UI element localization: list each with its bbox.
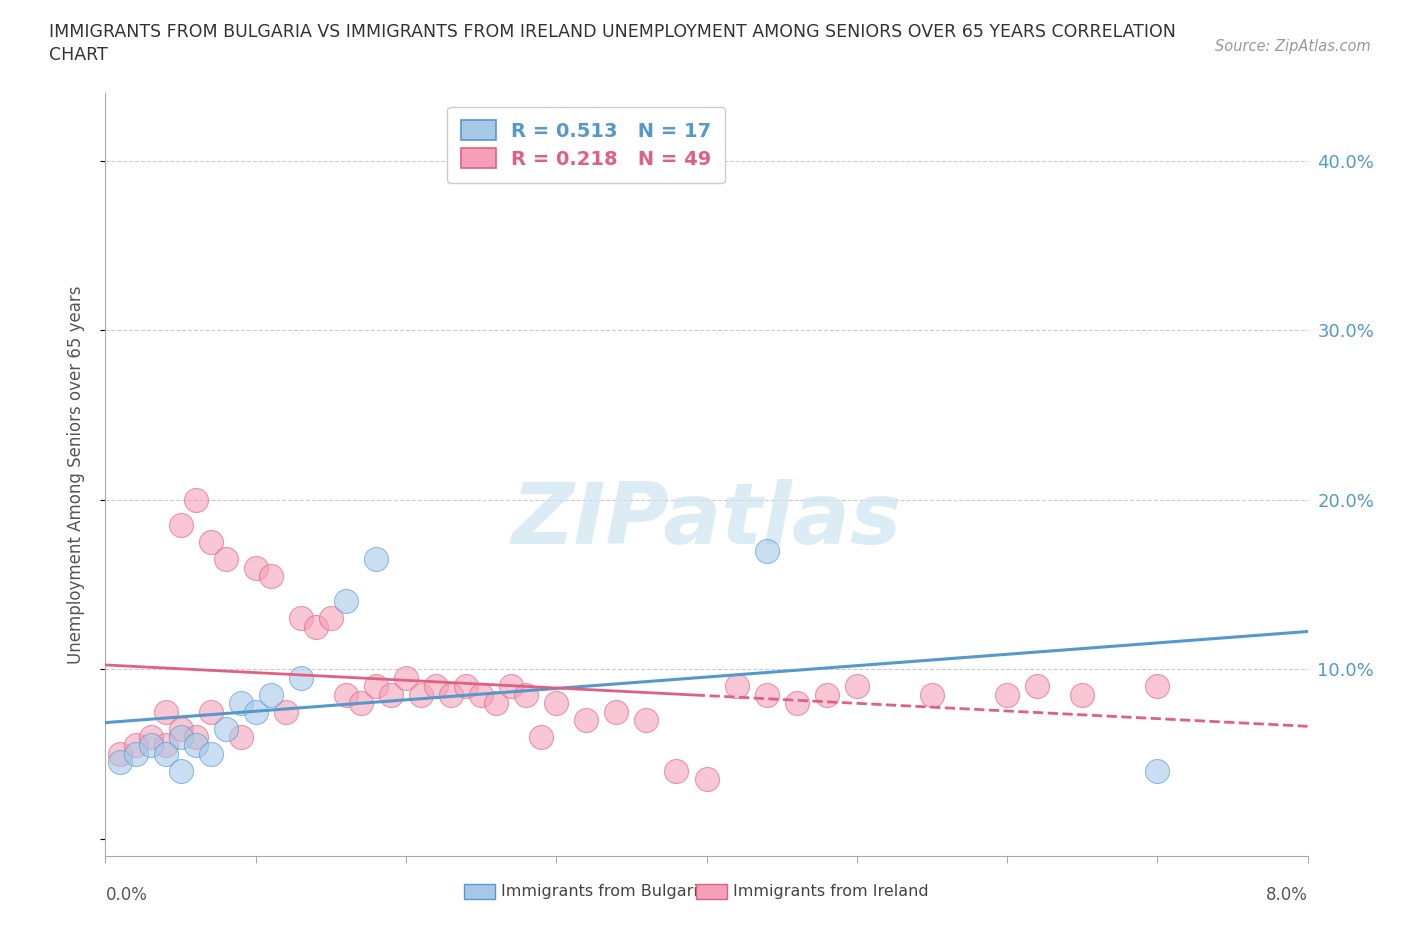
Point [124,747,146,762]
Point [305,619,328,634]
Point [1026,679,1049,694]
Point [110,747,132,762]
Point [696,772,718,787]
Point [501,679,523,694]
Point [755,543,778,558]
Point [214,551,236,566]
Point [665,764,688,778]
Point [290,611,312,626]
Point [845,679,868,694]
Point [335,687,357,702]
Legend: R = 0.513   N = 17, R = 0.218   N = 49: R = 0.513 N = 17, R = 0.218 N = 49 [447,107,725,182]
Point [290,671,312,685]
Point [260,568,283,583]
Point [755,687,778,702]
Text: 0.0%: 0.0% [105,886,148,904]
Text: IMMIGRANTS FROM BULGARIA VS IMMIGRANTS FROM IRELAND UNEMPLOYMENT AMONG SENIORS O: IMMIGRANTS FROM BULGARIA VS IMMIGRANTS F… [49,23,1175,41]
Point [470,687,492,702]
Point [815,687,838,702]
Point [124,738,146,753]
Point [139,729,162,744]
Point [1146,764,1168,778]
Point [409,687,432,702]
Point [110,755,132,770]
Point [184,492,207,507]
Point [364,551,387,566]
Point [440,687,463,702]
Point [245,560,267,575]
Point [786,696,808,711]
Point [515,687,537,702]
Point [921,687,943,702]
Point [364,679,387,694]
Point [274,704,297,719]
Point [575,712,598,727]
Point [605,704,627,719]
Text: 8.0%: 8.0% [1265,886,1308,904]
Point [1146,679,1168,694]
Point [335,594,357,609]
Point [1071,687,1094,702]
Text: CHART: CHART [49,46,108,64]
Point [169,518,191,533]
Point [155,738,177,753]
Point [229,729,252,744]
Point [139,738,162,753]
Point [260,687,283,702]
Point [184,738,207,753]
Point [155,704,177,719]
Point [530,729,553,744]
Point [200,535,222,550]
Point [425,679,447,694]
Point [169,721,191,736]
Point [995,687,1018,702]
Y-axis label: Unemployment Among Seniors over 65 years: Unemployment Among Seniors over 65 years [66,286,84,663]
Text: ZIPatlas: ZIPatlas [512,479,901,562]
Point [184,729,207,744]
Point [229,696,252,711]
Point [636,712,658,727]
Point [319,611,342,626]
Point [169,729,191,744]
Point [546,696,568,711]
Point [456,679,478,694]
Point [380,687,402,702]
Point [395,671,418,685]
Point [245,704,267,719]
Point [169,764,191,778]
Point [350,696,373,711]
Point [155,747,177,762]
Point [725,679,748,694]
Point [200,747,222,762]
Point [485,696,508,711]
Text: Source: ZipAtlas.com: Source: ZipAtlas.com [1215,39,1371,54]
Point [214,721,236,736]
Text: Immigrants from Ireland: Immigrants from Ireland [733,884,928,899]
Point [200,704,222,719]
Text: Immigrants from Bulgaria: Immigrants from Bulgaria [501,884,707,899]
